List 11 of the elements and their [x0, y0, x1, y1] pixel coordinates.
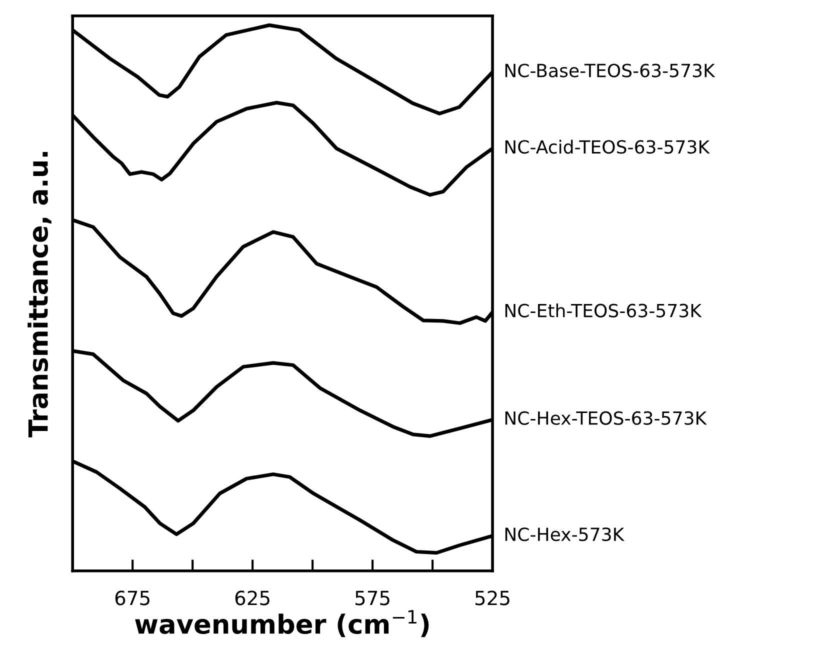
series-label: NC-Acid-TEOS-63-573K	[505, 140, 710, 154]
series-label: NC-Hex-573K	[505, 528, 625, 542]
x-tick-label: 575	[355, 590, 390, 606]
series-label: NC-Hex-TEOS-63-573K	[505, 411, 707, 425]
x-axis-title: wavenumber (cm$^{−1}$)	[135, 610, 429, 638]
x-tick-label: 525	[475, 590, 510, 606]
x-tick-label: 625	[235, 590, 270, 606]
series-label: NC-Base-TEOS-63-573K	[505, 64, 716, 78]
series-label: NC-Eth-TEOS-63-573K	[505, 303, 702, 318]
y-axis-title: Transmittance, a.u.	[28, 152, 52, 438]
x-tick-label: 675	[115, 590, 150, 606]
